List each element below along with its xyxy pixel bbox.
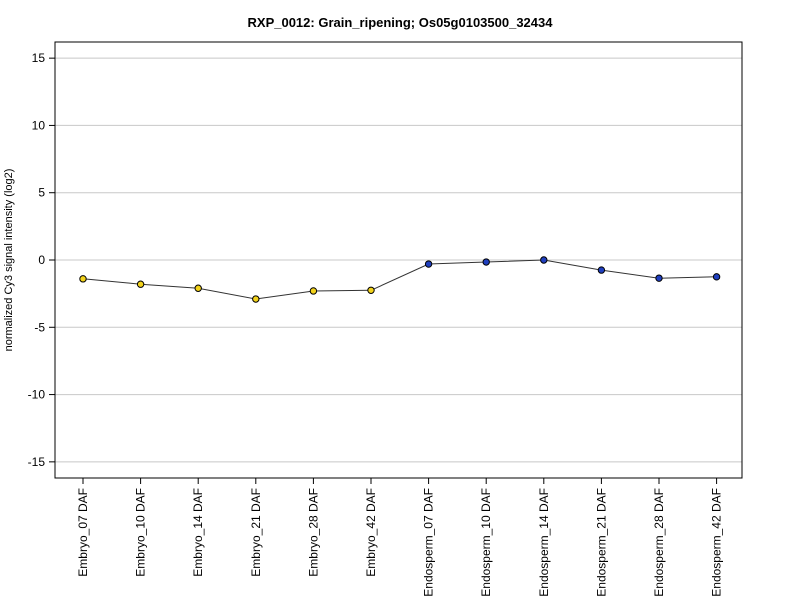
x-tick-label-2: Embryo_14 DAF bbox=[191, 488, 205, 577]
x-tick-label-0: Embryo_07 DAF bbox=[76, 488, 90, 577]
data-point-11 bbox=[712, 273, 721, 281]
x-tick-label-9: Endosperm_21 DAF bbox=[594, 488, 608, 597]
data-point-8 bbox=[540, 256, 548, 264]
chart-title: RXP_0012: Grain_ripening; Os05g0103500_3… bbox=[248, 15, 554, 30]
x-tick-label-10: Endosperm_28 DAF bbox=[652, 488, 666, 597]
y-tick-label-4: -5 bbox=[34, 320, 45, 334]
x-tick-label-6: Endosperm_07 DAF bbox=[422, 488, 436, 597]
y-tick-label-2: 5 bbox=[38, 186, 45, 200]
x-tick-label-1: Embryo_10 DAF bbox=[134, 488, 148, 577]
data-series bbox=[79, 256, 721, 303]
data-point-3 bbox=[252, 295, 260, 303]
y-tick-label-5: -10 bbox=[28, 388, 46, 402]
x-tick-label-11: Endosperm_42 DAF bbox=[710, 488, 724, 597]
data-point-4 bbox=[309, 287, 318, 295]
data-point-10 bbox=[655, 274, 663, 282]
y-tick-label-0: 15 bbox=[32, 51, 46, 65]
y-tick-label-3: 0 bbox=[38, 253, 45, 267]
x-tick-label-3: Embryo_21 DAF bbox=[249, 488, 263, 577]
y-tick-label-6: -15 bbox=[28, 455, 46, 469]
data-point-6 bbox=[424, 260, 433, 268]
y-tick-label-1: 10 bbox=[32, 118, 46, 132]
data-point-5 bbox=[367, 286, 375, 294]
y-axis-label: normalized Cy3 signal intensity (log2) bbox=[3, 169, 15, 352]
x-tick-label-5: Embryo_42 DAF bbox=[364, 488, 378, 577]
data-point-7 bbox=[482, 258, 490, 266]
series-line bbox=[82, 259, 717, 300]
grid-lines bbox=[55, 57, 742, 463]
x-tick-label-7: Endosperm_10 DAF bbox=[479, 488, 493, 597]
data-point-1 bbox=[136, 280, 145, 288]
data-point-9 bbox=[597, 266, 606, 274]
data-point-0 bbox=[79, 275, 87, 283]
x-tick-label-8: Endosperm_14 DAF bbox=[537, 488, 551, 597]
plot-frame bbox=[54, 41, 743, 479]
axes: 15 10 5 0 -5 -10 -15 Embryo_07 DAF Embryo_10 DAF… bbox=[28, 51, 724, 597]
data-point-2 bbox=[194, 284, 202, 292]
x-tick-label-4: Embryo_28 DAF bbox=[306, 488, 320, 577]
